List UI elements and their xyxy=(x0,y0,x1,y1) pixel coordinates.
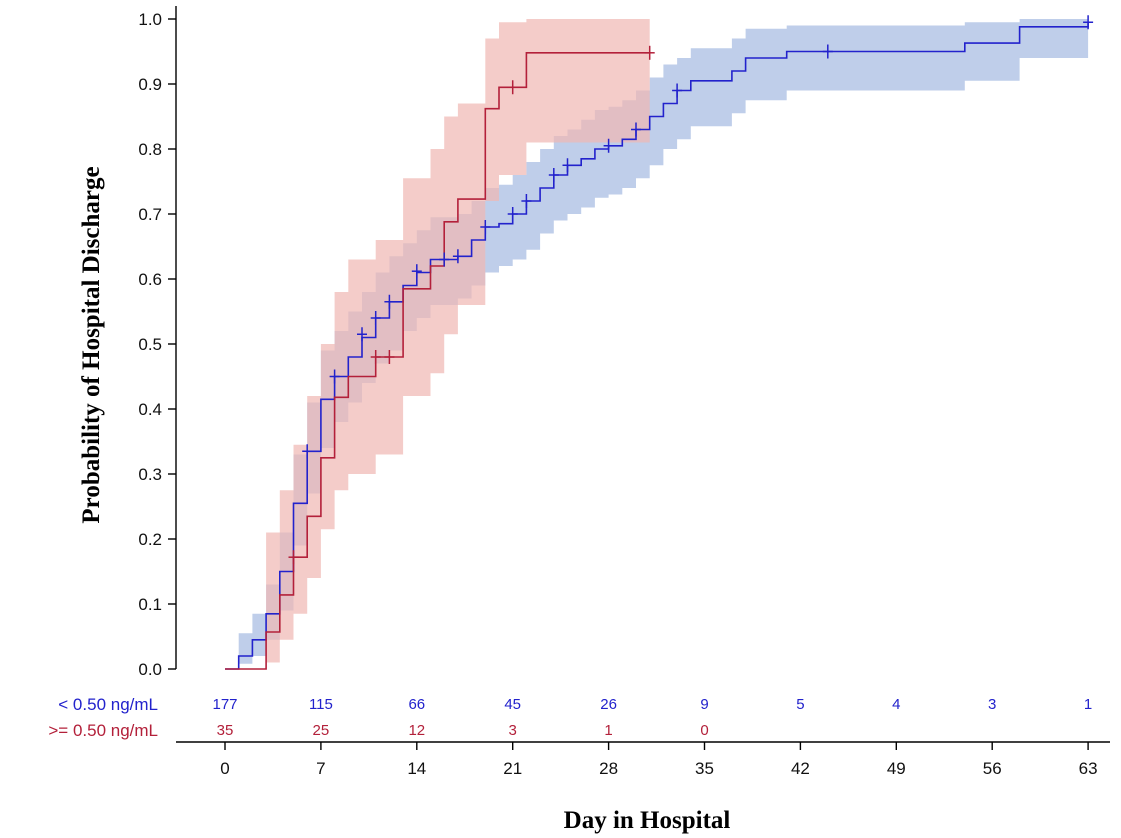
y-tick-label-9: 0.9 xyxy=(138,75,162,94)
x-tick-label-9: 63 xyxy=(1079,759,1098,778)
censor-mark-0-15 xyxy=(672,83,683,98)
censor-mark-0-3 xyxy=(370,311,381,325)
censor-mark-0-10 xyxy=(521,194,532,208)
x-tick-label-6: 42 xyxy=(791,759,810,778)
at-risk-count-0-2: 66 xyxy=(408,696,425,713)
at-risk-row-label-0: < 0.50 ng/mL xyxy=(58,695,158,714)
x-tick-label-2: 14 xyxy=(407,759,426,778)
y-tick-label-0: 0.0 xyxy=(138,660,162,679)
censor-mark-0-16 xyxy=(822,44,833,59)
confidence-bands xyxy=(225,19,1089,669)
at-risk-count-0-0: 177 xyxy=(212,696,237,713)
x-tick-label-0: 0 xyxy=(220,759,229,778)
censor-mark-1-4 xyxy=(644,45,655,60)
censor-mark-0-5 xyxy=(411,264,422,279)
y-tick-label-6: 0.6 xyxy=(138,270,162,289)
axes: 0.00.10.20.30.40.50.60.70.80.91.00 7 14 21 2… xyxy=(138,6,1110,778)
at-risk-count-0-6: 5 xyxy=(796,696,804,713)
x-tick-label-8: 56 xyxy=(983,759,1002,778)
survival-curve-0 xyxy=(225,22,1089,670)
y-tick-label-7: 0.7 xyxy=(138,205,162,224)
at-risk-count-1-5: 0 xyxy=(700,722,708,739)
censor-mark-1-3 xyxy=(507,80,518,95)
at-risk-table: < 0.50 ng/mL 177 115 66 45 26 9 5 4 3 1 >= 0.50 ng/… xyxy=(48,695,1092,740)
censor-mark-0-1 xyxy=(329,369,340,384)
at-risk-count-0-5: 9 xyxy=(700,696,708,713)
censor-mark-0-4 xyxy=(384,294,395,309)
censor-mark-1-1 xyxy=(370,350,381,364)
censor-mark-0-13 xyxy=(603,138,614,153)
x-tick-label-4: 28 xyxy=(599,759,618,778)
y-tick-label-8: 0.8 xyxy=(138,140,162,159)
censor-mark-0-11 xyxy=(548,168,559,182)
at-risk-count-0-1: 115 xyxy=(309,696,333,713)
censor-mark-0-17 xyxy=(1083,15,1094,30)
censor-mark-0-2 xyxy=(357,327,367,342)
x-tick-label-3: 21 xyxy=(503,759,522,778)
at-risk-count-0-7: 4 xyxy=(892,696,900,713)
censor-mark-0-0 xyxy=(302,444,313,459)
at-risk-row-label-1: >= 0.50 ng/mL xyxy=(48,721,158,740)
at-risk-count-1-0: 35 xyxy=(217,722,234,739)
y-tick-label-5: 0.5 xyxy=(138,335,162,354)
censor-mark-0-9 xyxy=(507,207,518,221)
at-risk-count-1-1: 25 xyxy=(313,722,330,739)
censor-mark-0-7 xyxy=(452,249,463,264)
at-risk-count-1-3: 3 xyxy=(509,722,517,739)
censor-mark-0-12 xyxy=(562,158,573,173)
at-risk-count-1-2: 12 xyxy=(408,722,425,739)
censor-mark-0-6 xyxy=(439,252,450,267)
y-tick-label-2: 0.2 xyxy=(138,530,162,549)
x-tick-label-1: 7 xyxy=(316,759,325,778)
censor-mark-0-8 xyxy=(480,220,491,234)
at-risk-count-1-4: 1 xyxy=(604,722,612,739)
x-tick-label-5: 35 xyxy=(695,759,714,778)
at-risk-count-0-9: 1 xyxy=(1084,696,1092,713)
censor-marks xyxy=(288,15,1094,565)
x-axis-title: Day in Hospital xyxy=(564,807,731,834)
confidence-band-1 xyxy=(225,19,650,669)
y-axis-title: Probability of Hospital Discharge xyxy=(78,166,105,523)
x-tick-label-7: 49 xyxy=(887,759,906,778)
y-tick-label-10: 1.0 xyxy=(138,10,162,29)
censor-mark-0-14 xyxy=(631,122,641,137)
censor-mark-1-2 xyxy=(384,350,395,364)
y-tick-label-4: 0.4 xyxy=(138,400,162,419)
at-risk-count-0-4: 26 xyxy=(600,696,617,713)
at-risk-count-0-3: 45 xyxy=(504,696,521,713)
y-tick-label-1: 0.1 xyxy=(138,595,162,614)
at-risk-count-0-8: 3 xyxy=(988,696,996,713)
y-tick-label-3: 0.3 xyxy=(138,465,162,484)
censor-mark-1-0 xyxy=(288,550,299,565)
